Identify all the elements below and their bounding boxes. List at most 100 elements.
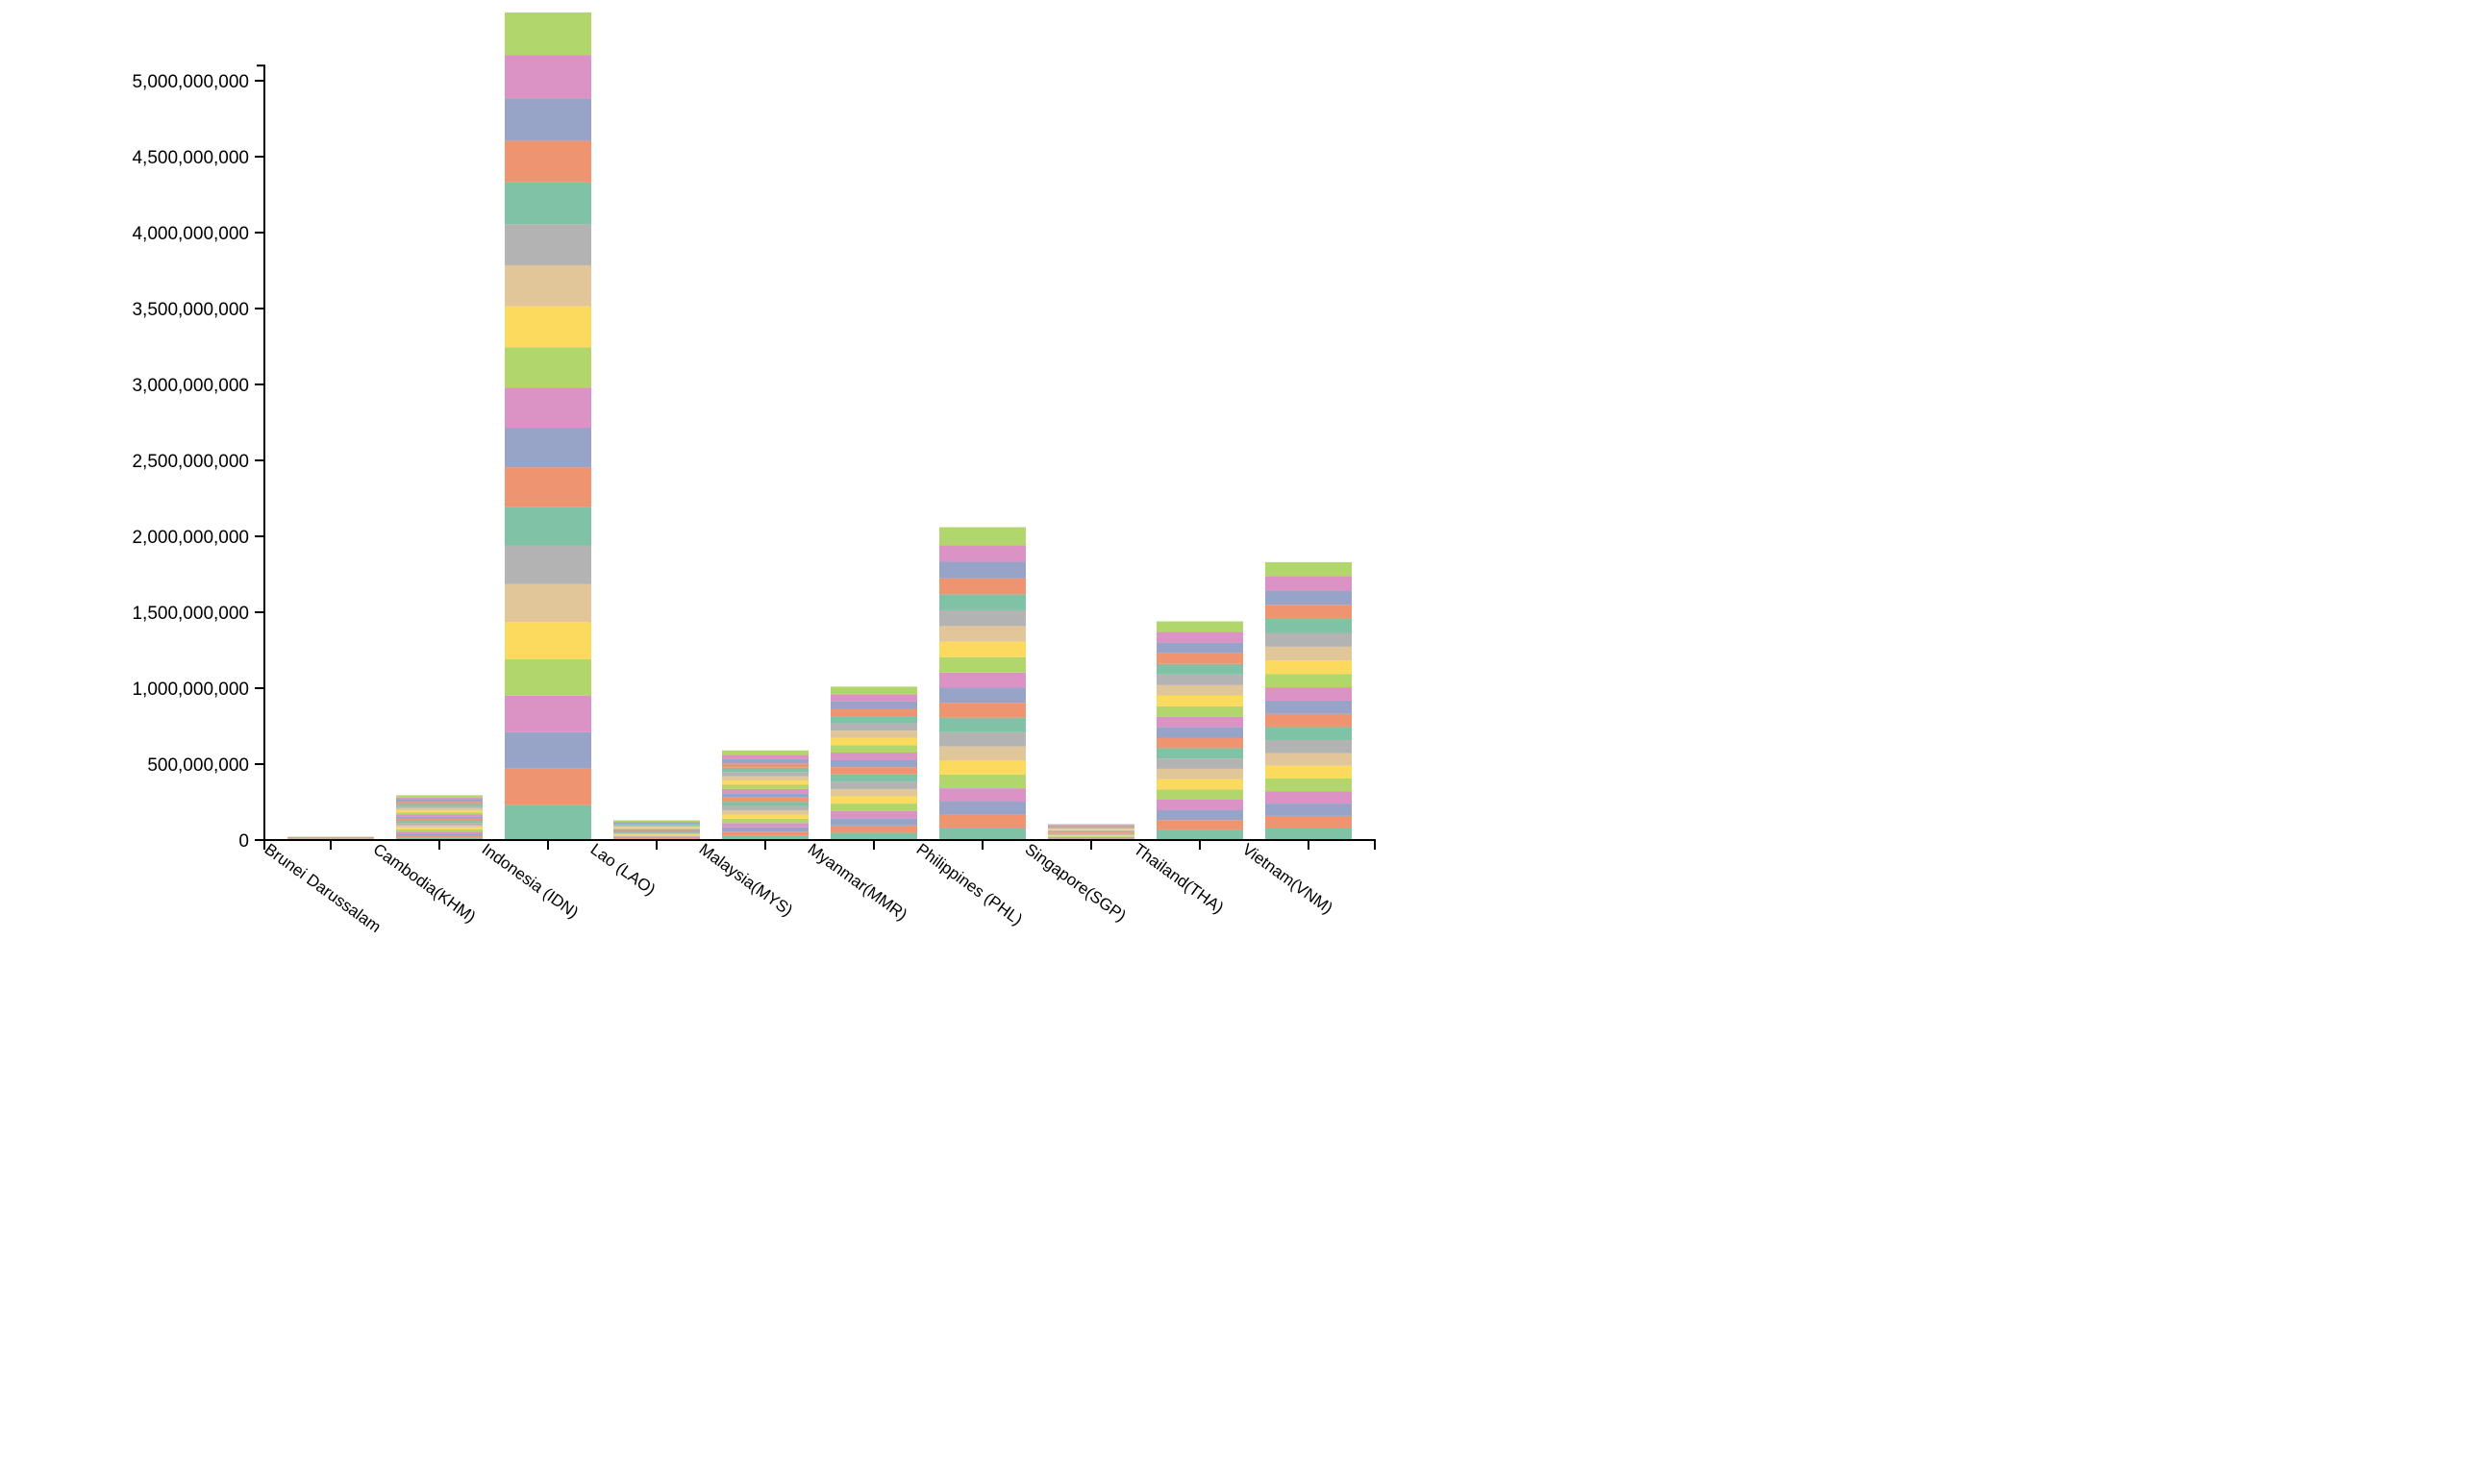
bar-segment — [831, 701, 917, 709]
bar-segment — [1048, 827, 1134, 829]
bar-segment — [1157, 716, 1243, 728]
bar-segment — [613, 826, 700, 828]
bar-segment — [1265, 753, 1352, 766]
bar-segment — [1265, 674, 1352, 688]
bar-stack — [939, 527, 1026, 840]
bar-segment — [722, 818, 809, 824]
bar-segment — [831, 804, 917, 811]
bar-segment — [505, 428, 591, 468]
bar-segment — [939, 656, 1026, 673]
bar-segment — [613, 829, 700, 831]
y-tick-label: 500,000,000 — [147, 755, 249, 776]
bar-segment — [505, 140, 591, 183]
bar-stack — [722, 750, 809, 840]
bar-segment — [1157, 748, 1243, 759]
bar-segment — [939, 774, 1026, 789]
bar-segment — [613, 822, 700, 823]
bar-segment — [831, 716, 917, 724]
bar-segment — [287, 836, 374, 838]
bar-segment — [939, 814, 1026, 829]
bar-segment — [722, 776, 809, 781]
bar-segment — [722, 784, 809, 789]
bar-segment — [1265, 646, 1352, 661]
bar-segment — [613, 825, 700, 827]
bar-segment — [613, 830, 700, 832]
bar-segment — [1265, 779, 1352, 792]
bar-segment — [1157, 653, 1243, 664]
bar-segment — [1048, 837, 1134, 839]
bar-segment — [1157, 789, 1243, 800]
y-tick-label: 3,500,000,000 — [132, 300, 249, 320]
bar-segment — [1265, 605, 1352, 619]
bar-segment — [722, 750, 809, 755]
bar-segment — [831, 832, 917, 840]
bar-segment — [831, 737, 917, 746]
bar-segment — [722, 758, 809, 764]
bar-segment — [1157, 820, 1243, 830]
bar-segment — [1157, 621, 1243, 632]
bar-segment — [1048, 824, 1134, 826]
bar-segment — [1048, 832, 1134, 834]
bar-segment — [939, 717, 1026, 732]
bar-segment — [1157, 737, 1243, 749]
bar-stack — [613, 820, 700, 840]
bar-segment — [1048, 825, 1134, 826]
bar-segment — [831, 686, 917, 695]
x-tick-label: Cambodia(KHM) — [370, 840, 480, 927]
bar-segment — [1265, 740, 1352, 754]
bar-segment — [396, 799, 483, 803]
bar-segment — [1265, 791, 1352, 804]
bar-segment — [1157, 809, 1243, 821]
bar-segment — [722, 772, 809, 777]
bar-segment — [505, 306, 591, 348]
bar-segment — [396, 821, 483, 824]
bar-segment — [939, 561, 1026, 579]
bar-stack — [1048, 824, 1134, 840]
bar-segment — [831, 767, 917, 775]
bar-segment — [722, 827, 809, 832]
bar-segment — [1265, 618, 1352, 633]
bar-segment — [722, 767, 809, 773]
bar-segment — [831, 730, 917, 738]
bar-segment — [613, 833, 700, 835]
bar-segment — [939, 788, 1026, 803]
bar-segment — [1265, 687, 1352, 701]
bar-segment — [396, 802, 483, 804]
bar-segment — [831, 774, 917, 782]
bar-segment — [613, 824, 700, 826]
bar-segment — [939, 828, 1026, 840]
bar-segment — [1265, 713, 1352, 728]
bar-segment — [939, 703, 1026, 718]
bar-segment — [613, 827, 700, 829]
bar-segment — [1265, 727, 1352, 741]
bar-segment — [505, 731, 591, 769]
bar-segment — [505, 622, 591, 659]
bar-stack — [396, 795, 483, 840]
x-axis-line — [263, 839, 1376, 850]
bar-segment — [722, 788, 809, 794]
bar-segment — [396, 805, 483, 808]
bar-segment — [1048, 835, 1134, 837]
y-tick-label: 2,500,000,000 — [132, 452, 249, 472]
bar-segment — [939, 594, 1026, 610]
x-tick-label: Myanmar(MMR) — [805, 840, 911, 925]
bar-segment — [1157, 705, 1243, 717]
bar-segment — [396, 825, 483, 828]
bar-stack — [505, 12, 591, 840]
bar-segment — [396, 807, 483, 811]
x-tick-label: Singapore(SGP) — [1022, 840, 1130, 926]
bar-segment — [505, 264, 591, 307]
bar-segment — [613, 832, 700, 834]
bar-segment — [505, 387, 591, 429]
bar-segment — [613, 836, 700, 838]
bar-segment — [1157, 727, 1243, 738]
bar-segment — [939, 672, 1026, 688]
x-tick-label: Malaysia(MYS) — [696, 840, 796, 920]
bar-segment — [831, 759, 917, 768]
bar-segment — [396, 818, 483, 822]
bar-segment — [939, 746, 1026, 761]
bar-segment — [1048, 828, 1134, 829]
bar-segment — [505, 695, 591, 732]
bar-segment — [1048, 832, 1134, 833]
